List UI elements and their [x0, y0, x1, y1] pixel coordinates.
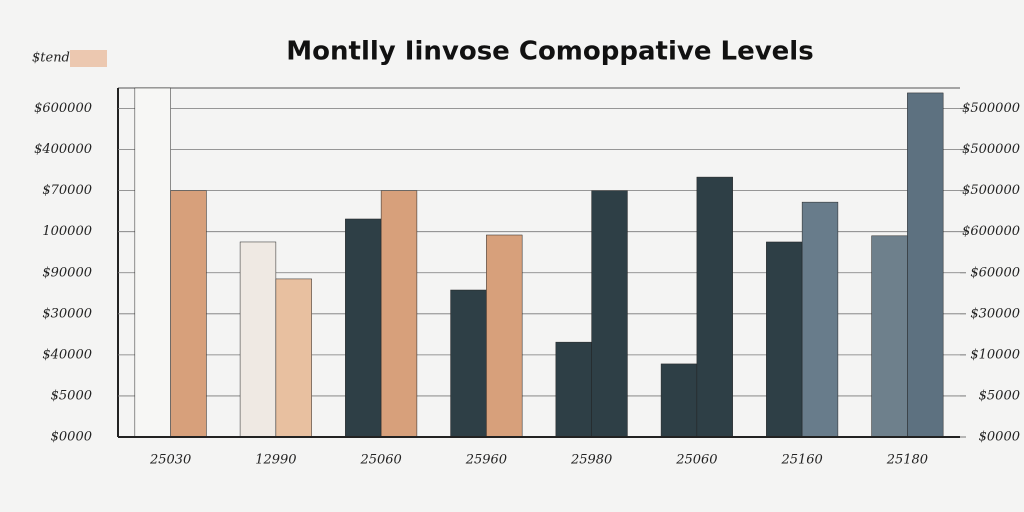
- y-tick-label: $5000: [51, 388, 92, 403]
- bar: [871, 235, 908, 438]
- bar: [134, 87, 171, 438]
- y-tick-label: $600000: [34, 101, 92, 116]
- x-tick-label: 25180: [886, 453, 928, 468]
- y-tick-label: $0000: [51, 430, 92, 445]
- bar: [696, 176, 733, 438]
- bar: [450, 289, 487, 438]
- x-tick-label: 25030: [149, 453, 191, 468]
- bar: [766, 241, 803, 438]
- y-tick-label: $90000: [42, 265, 92, 280]
- bar: [555, 341, 592, 438]
- y2-tick-label: $10000: [970, 347, 1020, 362]
- x-tick-label: 25060: [675, 453, 717, 468]
- x-tick-label: 25980: [570, 453, 612, 468]
- bar: [801, 201, 839, 438]
- y2-tick-label: $600000: [962, 224, 1020, 239]
- x-tick-label: 25060: [359, 453, 401, 468]
- bar: [275, 278, 312, 438]
- x-tick-label: 25960: [465, 453, 507, 468]
- bar: [380, 190, 418, 438]
- y-tick-label: 100000: [42, 224, 92, 239]
- y2-tick-label: $0000: [979, 430, 1020, 445]
- bar: [345, 218, 382, 438]
- y2-tick-label: $5000: [979, 388, 1020, 403]
- bar: [907, 92, 944, 438]
- x-tick-label: 25160: [780, 453, 822, 468]
- y-tick-label: $70000: [42, 183, 92, 198]
- note-label: $tend: [32, 51, 70, 66]
- y-tick-label: $40000: [42, 347, 92, 362]
- y2-tick-label: $60000: [970, 265, 1020, 280]
- bar: [486, 234, 523, 438]
- y2-tick-label: $500000: [962, 101, 1020, 116]
- y2-tick-label: $500000: [962, 142, 1020, 157]
- chart-title: Montlly Iinvose Comoppative Levels: [286, 37, 813, 67]
- bar: [591, 190, 628, 438]
- y2-tick-label: $30000: [970, 306, 1020, 321]
- note-swatch: [70, 50, 107, 67]
- y-tick-label: $400000: [34, 142, 92, 157]
- x-tick-label: 12990: [255, 453, 296, 468]
- bar: [239, 241, 277, 438]
- y-tick-label: $30000: [42, 306, 92, 321]
- bar: [660, 363, 698, 438]
- bar: [170, 190, 207, 438]
- y2-tick-label: $500000: [962, 183, 1020, 198]
